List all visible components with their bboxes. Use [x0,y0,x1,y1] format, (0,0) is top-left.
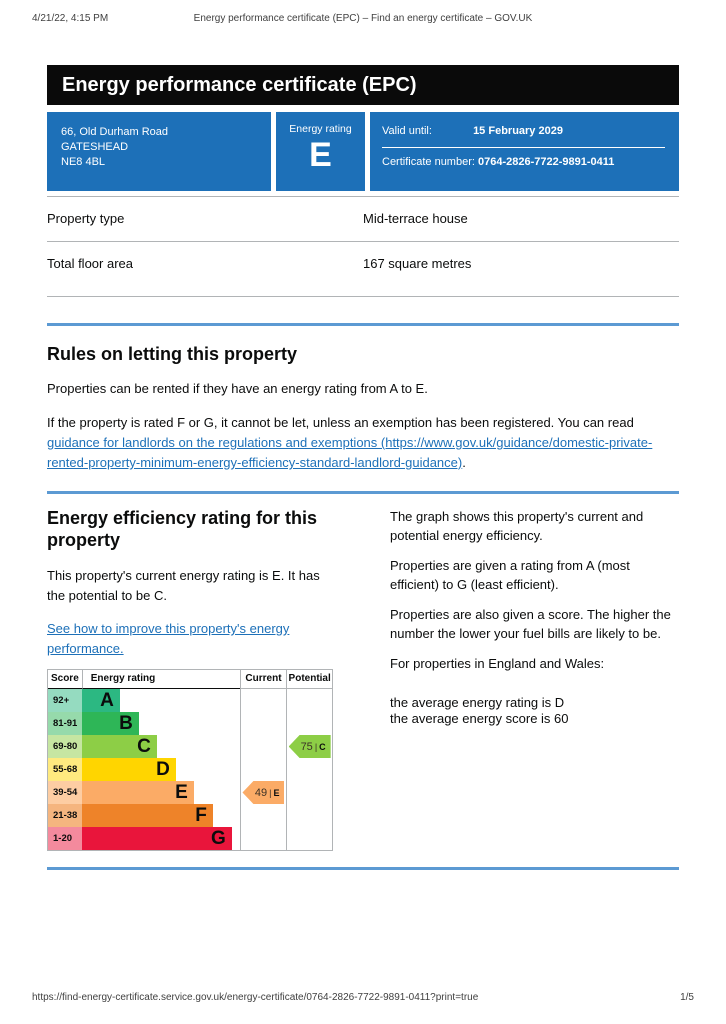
section-divider [47,323,679,326]
rating-bar-f: F [81,804,213,827]
energy-rating-value: E [309,136,332,174]
rules-paragraph-2: If the property is rated F or G, it cann… [47,413,679,473]
certificate-number-label: Certificate number: [382,156,475,168]
current-rating-arrow: 49 | E [242,781,285,804]
potential-letter: C [319,741,326,752]
current-letter: E [273,787,280,798]
band-row-b: 81-91 B [48,712,332,735]
chart-header: Score Energy rating Current Potential [48,670,332,689]
rating-bar-a: A [81,689,120,712]
valid-until-label: Valid until: [382,125,432,137]
banner-title: Energy performance certificate (EPC) [62,74,417,96]
table-row: Total floor area 167 square metres [47,242,679,297]
band-row-f: 21-38 F [48,804,332,827]
average-score-line: the average energy score is 60 [390,711,569,726]
row-label: Total floor area [47,256,133,271]
efficiency-section: Energy efficiency rating for this proper… [47,507,679,851]
explanation-paragraph: Properties are given a rating from A (mo… [390,558,630,592]
band-letter-b: B [119,713,133,734]
print-page-title: Energy performance certificate (EPC) – F… [193,13,533,24]
epc-banner: Energy performance certificate (EPC) [47,65,679,105]
print-url: https://find-energy-certificate.service.… [32,992,479,1003]
address-line-3: NE8 4BL [61,156,106,168]
property-address: 66, Old Durham Road GATESHEAD NE8 4BL [47,112,271,191]
table-row: Property type Mid-terrace house [47,197,679,242]
rules-paragraph-1: Properties can be rented if they have an… [47,381,428,396]
score-band-a: 92+ [48,689,82,712]
score-band-g: 1-20 [48,827,82,850]
band-row-c: 69-80 C 75 | C [48,735,332,758]
property-summary: 66, Old Durham Road GATESHEAD NE8 4BL En… [47,112,679,191]
property-details-table: Property type Mid-terrace house Total fl… [47,196,679,297]
rating-bar-e: E [81,781,194,804]
arrow-separator: | [314,741,318,752]
rules-paragraph-2-period: . [462,455,466,470]
address-line-2: GATESHEAD [61,141,129,153]
efficiency-heading: Energy efficiency rating for this proper… [47,508,318,550]
band-letter-d: D [156,759,170,780]
score-band-b: 81-91 [48,712,82,735]
rules-paragraph-2-text: If the property is rated F or G, it cann… [47,415,634,430]
certificate-number-value: 0764-2826-7722-9891-0411 [478,156,615,168]
energy-rating-panel: Energy rating E [276,112,365,191]
score-band-c: 69-80 [48,735,82,758]
score-column-header: Score [48,670,82,689]
rating-bar-d: D [81,758,176,781]
band-row-e: 39-54 E 49 | E [48,781,332,804]
section-divider [47,867,679,870]
score-band-f: 21-38 [48,804,82,827]
band-letter-e: E [175,782,188,803]
epc-rating-chart: Score Energy rating Current Potential 92… [47,669,333,851]
address-line-1: 66, Old Durham Road [61,126,168,138]
band-letter-f: F [195,805,207,826]
average-rating-line: the average energy rating is D [390,695,565,710]
section-divider [47,491,679,494]
score-band-e: 39-54 [48,781,82,804]
print-datetime: 4/21/22, 4:15 PM [32,13,109,24]
current-score: 49 [254,786,268,799]
efficiency-explanation: The graph shows this property's current … [390,507,679,851]
page-number: 1/5 [680,992,694,1003]
explanation-paragraph: Properties are also given a score. The h… [390,607,671,641]
efficiency-paragraph: This property's current energy rating is… [47,568,320,603]
band-row-a: 92+ A [48,689,332,712]
score-band-d: 55-68 [48,758,82,781]
improve-performance-link[interactable]: See how to improve this property's energ… [47,621,290,656]
potential-column-header: Potential [286,670,332,689]
row-value: Mid-terrace house [363,211,468,226]
band-row-g: 1-20 G [48,827,332,850]
landlord-guidance-link[interactable]: guidance for landlords on the regulation… [47,435,653,470]
potential-score: 75 [300,740,313,753]
arrow-separator: | [269,787,272,798]
band-row-d: 55-68 D [48,758,332,781]
current-column-header: Current [239,670,287,689]
rating-column-header: Energy rating [81,670,240,689]
validity-panel: Valid until: 15 February 2029 Certificat… [370,112,679,191]
rules-heading: Rules on letting this property [47,344,298,364]
validity-divider [382,147,665,148]
rating-bar-c: C [81,735,157,758]
row-value: 167 square metres [363,256,472,271]
rating-bar-b: B [81,712,139,735]
certificate-page: Energy performance certificate (EPC) 66,… [47,65,679,870]
explanation-paragraph: For properties in England and Wales: [390,656,605,671]
valid-until-value: 15 February 2029 [473,125,563,137]
potential-rating-arrow: 75 | C [288,735,331,758]
energy-rating-label: Energy rating [289,123,352,135]
band-letter-g: G [211,828,226,849]
band-letter-c: C [137,736,151,757]
rating-bar-g: G [81,827,232,850]
band-letter-a: A [100,690,114,711]
row-label: Property type [47,211,125,226]
explanation-paragraph: The graph shows this property's current … [390,509,644,543]
